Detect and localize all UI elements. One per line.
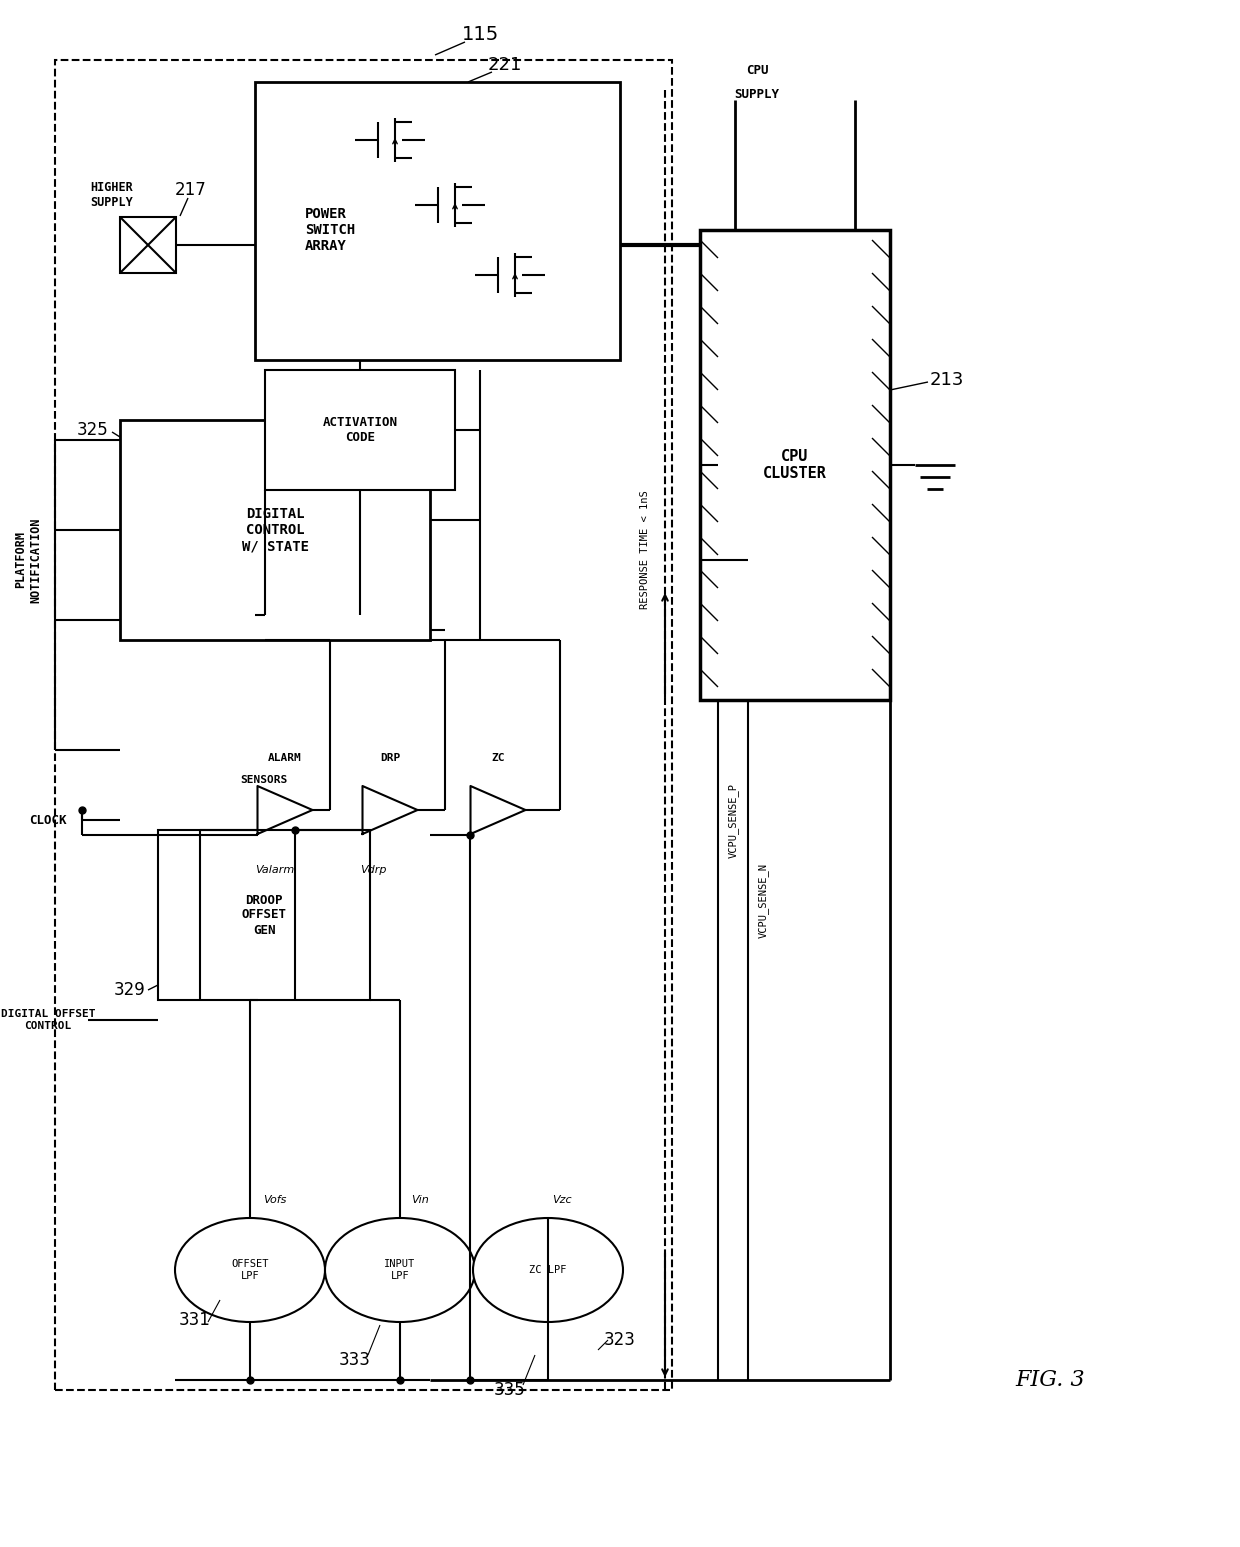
- Text: FIG. 3: FIG. 3: [1016, 1369, 1085, 1391]
- Text: ALARM: ALARM: [268, 753, 301, 763]
- Ellipse shape: [325, 1217, 475, 1323]
- Text: 331: 331: [179, 1310, 211, 1329]
- Text: 333: 333: [339, 1351, 371, 1369]
- Text: POWER
SWITCH
ARRAY: POWER SWITCH ARRAY: [305, 207, 355, 254]
- Bar: [255, 82, 620, 360]
- Text: ACTIVATION
CODE: ACTIVATION CODE: [322, 416, 398, 444]
- Text: CLOCK: CLOCK: [30, 814, 67, 826]
- Text: ZC LPF: ZC LPF: [529, 1265, 567, 1275]
- Text: 325: 325: [76, 421, 108, 439]
- Text: DIGITAL OFFSET
CONTROL: DIGITAL OFFSET CONTROL: [1, 1009, 95, 1030]
- Text: INPUT
LPF: INPUT LPF: [384, 1259, 415, 1281]
- Text: 115: 115: [461, 25, 498, 45]
- Text: Valarm: Valarm: [255, 865, 294, 876]
- Text: Vzc: Vzc: [552, 1194, 572, 1205]
- Text: SENSORS: SENSORS: [241, 775, 288, 784]
- Bar: [701, 231, 890, 699]
- Text: CPU: CPU: [745, 63, 769, 76]
- Text: DIGITAL
CONTROL
W/ STATE: DIGITAL CONTROL W/ STATE: [242, 507, 309, 554]
- Text: 217: 217: [175, 181, 207, 200]
- Text: PLATFORM
NOTIFICATION: PLATFORM NOTIFICATION: [14, 517, 42, 603]
- Text: DRP: DRP: [379, 753, 401, 763]
- Text: 335: 335: [494, 1381, 526, 1398]
- Text: VCPU_SENSE_N: VCPU_SENSE_N: [758, 863, 769, 937]
- Text: ZC: ZC: [491, 753, 505, 763]
- Text: VCPU_SENSE_P: VCPU_SENSE_P: [728, 783, 739, 857]
- Bar: [120, 419, 430, 640]
- Bar: [120, 217, 176, 272]
- Bar: [55, 60, 672, 1391]
- Text: Vofs: Vofs: [263, 1194, 286, 1205]
- Text: DROOP
OFFSET
GEN: DROOP OFFSET GEN: [242, 894, 286, 936]
- Bar: [157, 831, 370, 999]
- Text: 221: 221: [487, 56, 522, 74]
- Bar: [265, 370, 455, 490]
- Text: 323: 323: [604, 1330, 636, 1349]
- Text: Vdrp: Vdrp: [360, 865, 387, 876]
- Text: Vin: Vin: [412, 1194, 429, 1205]
- Ellipse shape: [472, 1217, 622, 1323]
- Text: OFFSET
LPF: OFFSET LPF: [231, 1259, 269, 1281]
- Text: CPU
CLUSTER: CPU CLUSTER: [763, 449, 827, 481]
- Text: 213: 213: [930, 371, 965, 388]
- Text: SUPPLY: SUPPLY: [734, 88, 780, 102]
- Text: 329: 329: [113, 981, 145, 999]
- Text: RESPONSE TIME < 1nS: RESPONSE TIME < 1nS: [640, 490, 650, 610]
- Ellipse shape: [175, 1217, 325, 1323]
- Text: HIGHER
SUPPLY: HIGHER SUPPLY: [91, 181, 133, 209]
